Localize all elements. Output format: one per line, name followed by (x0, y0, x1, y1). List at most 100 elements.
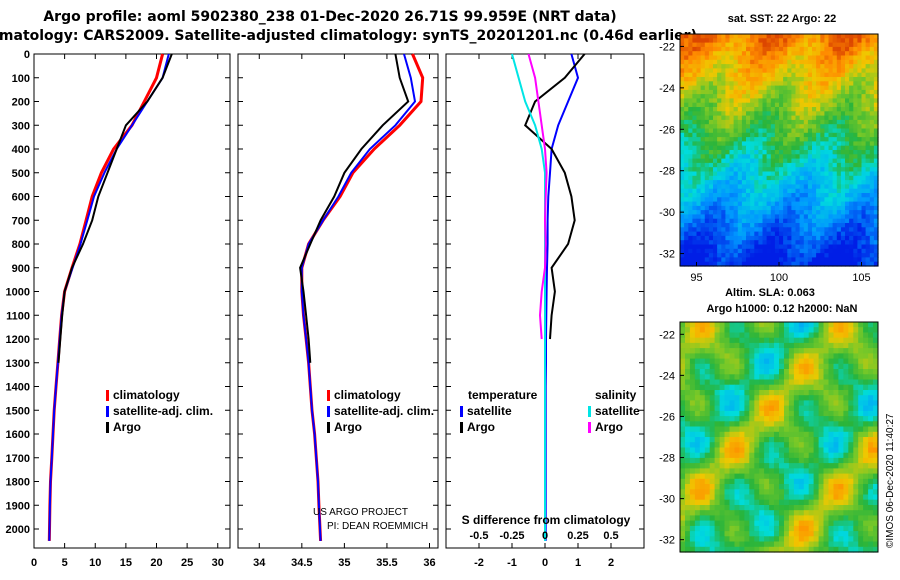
heatmap-cell (840, 175, 846, 181)
heatmap-cell (848, 525, 854, 532)
heatmap-cell (774, 327, 780, 333)
heatmap-cell (749, 384, 755, 391)
heatmap-cell (793, 342, 800, 349)
heatmap-cell (708, 218, 714, 224)
heatmap-cell (812, 111, 817, 117)
heatmap-cell (746, 98, 751, 104)
heatmap-cell (812, 210, 817, 215)
heatmap-cell (729, 332, 735, 339)
heatmap-cell (795, 257, 801, 263)
heatmap-cell (680, 34, 685, 39)
heatmap-cell (849, 107, 854, 112)
heatmap-cell (857, 193, 863, 198)
heatmap-cell (838, 457, 844, 464)
heatmap-cell (857, 72, 863, 78)
heatmap-cell (832, 261, 838, 267)
heatmap-cell (734, 473, 740, 480)
heatmap-cell (746, 145, 751, 151)
heatmap-cell (680, 510, 686, 516)
credit-line-1: US ARGO PROJECT (313, 507, 408, 518)
heatmap-cell (873, 363, 879, 370)
heatmap-cell (813, 541, 820, 548)
legend-label: satellite-adj. clim. (113, 404, 213, 418)
heatmap-cell (724, 489, 730, 496)
heatmap-cell (704, 55, 710, 61)
heatmap-cell (858, 374, 864, 381)
heatmap-cell (858, 541, 864, 548)
heatmap-cell (721, 81, 726, 87)
heatmap-cell (688, 124, 693, 130)
heatmap-cell (808, 416, 815, 422)
heatmap-cell (739, 546, 745, 553)
heatmap-cell (832, 85, 838, 91)
heatmap-cell (750, 59, 755, 65)
heatmap-cell (849, 145, 854, 151)
heatmap-cell (853, 332, 859, 339)
heatmap-cell (795, 51, 801, 57)
heatmap-cell (816, 188, 821, 194)
heatmap-cell (749, 348, 755, 354)
heatmap-cell (704, 353, 711, 360)
heatmap-cell (823, 410, 829, 417)
heatmap-cell (788, 431, 795, 438)
heatmap-cell (762, 46, 768, 52)
heatmap-cell (708, 119, 714, 125)
heatmap-cell (759, 510, 765, 516)
heatmap-cell (838, 395, 844, 401)
heatmap-cell (843, 505, 849, 511)
heatmap-cell (820, 72, 825, 78)
heatmap-cell (799, 111, 805, 117)
heatmap-cell (699, 452, 706, 459)
heatmap-cell (709, 489, 716, 496)
heatmap-cell (770, 132, 776, 138)
heatmap-cell (813, 337, 820, 344)
heatmap-cell (717, 244, 722, 250)
heatmap-cell (865, 240, 871, 246)
heatmap-cell (784, 463, 790, 469)
heatmap-cell (788, 536, 795, 543)
heatmap-cell (791, 235, 797, 241)
temperature-panel: 0100200300400500600700800900100011001200… (6, 49, 231, 569)
heatmap-cell (737, 81, 743, 87)
heatmap-cell (783, 248, 788, 254)
heatmap-cell (853, 132, 858, 138)
heatmap-cell (749, 489, 755, 496)
heatmap-cell (762, 68, 768, 74)
heatmap-cell (719, 395, 726, 401)
heatmap-cell (843, 437, 849, 443)
heatmap-cell (764, 384, 770, 391)
heatmap-cell (807, 248, 813, 254)
heatmap-cell (845, 171, 850, 177)
heatmap-cell (733, 68, 739, 74)
heatmap-cell (733, 171, 739, 177)
heatmap-cell (680, 107, 685, 112)
heatmap-cell (803, 150, 809, 155)
heatmap-cell (746, 261, 751, 267)
heatmap-cell (774, 510, 780, 516)
heatmap-cell (848, 322, 854, 328)
heatmap-cell (770, 175, 776, 181)
heatmap-cell (750, 261, 755, 267)
heatmap-cell (849, 38, 854, 44)
heatmap-cell (840, 227, 846, 233)
heatmap-cell (713, 201, 718, 207)
heatmap-cell (840, 197, 846, 203)
heatmap-cell (700, 85, 706, 91)
heatmap-cell (741, 244, 747, 250)
heatmap-cell (838, 463, 844, 469)
heatmap-cell (857, 145, 863, 151)
heatmap-cell (694, 473, 701, 480)
heatmap-cell (774, 38, 780, 44)
heatmap-cell (700, 171, 706, 177)
heatmap-cell (694, 342, 701, 349)
heatmap-cell (762, 253, 768, 258)
heatmap-cell (685, 327, 691, 333)
heatmap-cell (779, 442, 785, 448)
heatmap-cell (863, 390, 869, 396)
heatmap-cell (729, 489, 735, 496)
heatmap-cell (836, 124, 842, 130)
heatmap-cell (746, 244, 751, 250)
heatmap-cell (774, 353, 780, 360)
heatmap-cell (774, 128, 780, 134)
heatmap-cell (741, 132, 747, 138)
